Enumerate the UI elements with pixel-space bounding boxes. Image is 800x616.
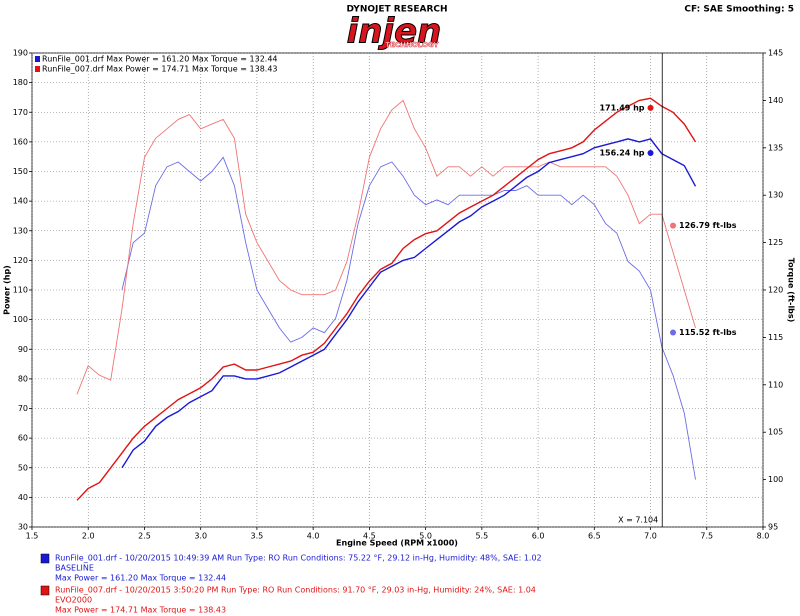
y-tick-label: 40: [18, 493, 28, 502]
x-tick-label: 6.5: [588, 532, 601, 541]
y2-tick-label: 105: [768, 428, 783, 437]
torque-line: [76, 99, 696, 395]
legend-torque: Max Torque = 138.43: [192, 65, 278, 74]
x-tick-label: 3.0: [194, 532, 207, 541]
x-tick-label: 4.0: [307, 532, 320, 541]
y-tick-label: 180: [13, 78, 28, 87]
run-swatch: [40, 585, 50, 596]
legend-swatch: [35, 66, 40, 72]
marker-label: 126.79 ft-lbs: [679, 221, 737, 230]
y-tick-label: 50: [18, 463, 28, 472]
y-tick-label: 30: [18, 523, 28, 532]
logo: injen: [347, 12, 442, 52]
y-tick-label: 190: [13, 49, 28, 58]
y-tick-label: 90: [18, 345, 28, 354]
x-tick-label: 7.5: [700, 532, 713, 541]
x-tick-label: 5.5: [475, 532, 488, 541]
legend-torque: Max Torque = 132.44: [192, 55, 278, 64]
y-tick-label: 170: [13, 108, 28, 117]
y-tick-label: 160: [13, 137, 28, 146]
run-max: Max Power = 161.20 Max Torque = 132.44: [55, 574, 226, 583]
value-marker: [670, 222, 677, 229]
legend-text: RunFile_001.drf Max Power = 161.20: [42, 55, 189, 64]
y2-tick-label: 115: [768, 333, 783, 342]
value-marker: [647, 150, 654, 157]
y2-tick-label: 120: [768, 286, 783, 295]
legend-text: RunFile_007.drf Max Power = 174.71: [42, 65, 189, 74]
x-tick-label: 8.0: [757, 532, 770, 541]
marker-label: 115.52 ft-lbs: [679, 328, 737, 337]
run-line: RunFile_007.drf - 10/20/2015 3:50:20 PM …: [55, 586, 536, 595]
x-tick-label: 2.0: [82, 532, 95, 541]
x-tick-label: 1.5: [26, 532, 39, 541]
run-line: RunFile_001.drf - 10/20/2015 10:49:39 AM…: [55, 554, 542, 563]
y-axis-title: Power (hp): [3, 265, 12, 315]
y-tick-label: 80: [18, 374, 28, 383]
y2-tick-label: 125: [768, 238, 783, 247]
y-tick-label: 70: [18, 404, 28, 413]
x-tick-label: 3.5: [251, 532, 264, 541]
y-tick-label: 150: [13, 167, 28, 176]
y2-tick-label: 110: [768, 380, 783, 389]
x-axis-title: Engine Speed (RPM x1000): [336, 539, 458, 548]
power-line: [76, 97, 697, 501]
y2-tick-label: 145: [768, 49, 783, 58]
y2-tick-label: 95: [768, 523, 778, 532]
run-name: BASELINE: [55, 564, 94, 573]
y-tick-label: 130: [13, 226, 28, 235]
x-tick-label: 4.5: [363, 532, 376, 541]
cursor-label: X = 7.104: [618, 516, 658, 525]
y2-tick-label: 100: [768, 475, 783, 484]
run-max: Max Power = 174.71 Max Torque = 138.43: [55, 606, 226, 615]
settings: CF: SAE Smoothing: 5: [684, 5, 794, 15]
x-tick-label: 6.0: [532, 532, 545, 541]
legend-swatch: [35, 56, 40, 62]
y2-tick-label: 140: [768, 96, 783, 105]
run-name: EVO2000: [55, 596, 92, 605]
y-tick-label: 110: [13, 286, 28, 295]
y-tick-label: 140: [13, 197, 28, 206]
y2-axis-title: Torque (ft-lbs): [787, 258, 796, 323]
torque-line: [121, 156, 696, 480]
value-marker: [670, 329, 677, 336]
logo-sub: TECHNOLOGY: [385, 41, 439, 49]
y-tick-label: 60: [18, 434, 28, 443]
value-marker: [647, 104, 654, 111]
x-tick-label: 5.0: [419, 532, 432, 541]
y2-tick-label: 130: [768, 191, 783, 200]
marker-label: 156.24 hp: [599, 149, 644, 158]
marker-label: 171.49 hp: [599, 103, 644, 112]
x-tick-label: 7.0: [644, 532, 657, 541]
x-tick-label: 2.5: [138, 532, 151, 541]
y2-tick-label: 135: [768, 143, 783, 152]
power-line: [121, 138, 697, 469]
run-swatch: [40, 553, 50, 564]
brand: DYNOJET RESEARCH: [346, 5, 447, 15]
y-tick-label: 100: [13, 315, 28, 324]
y-tick-label: 120: [13, 256, 28, 265]
